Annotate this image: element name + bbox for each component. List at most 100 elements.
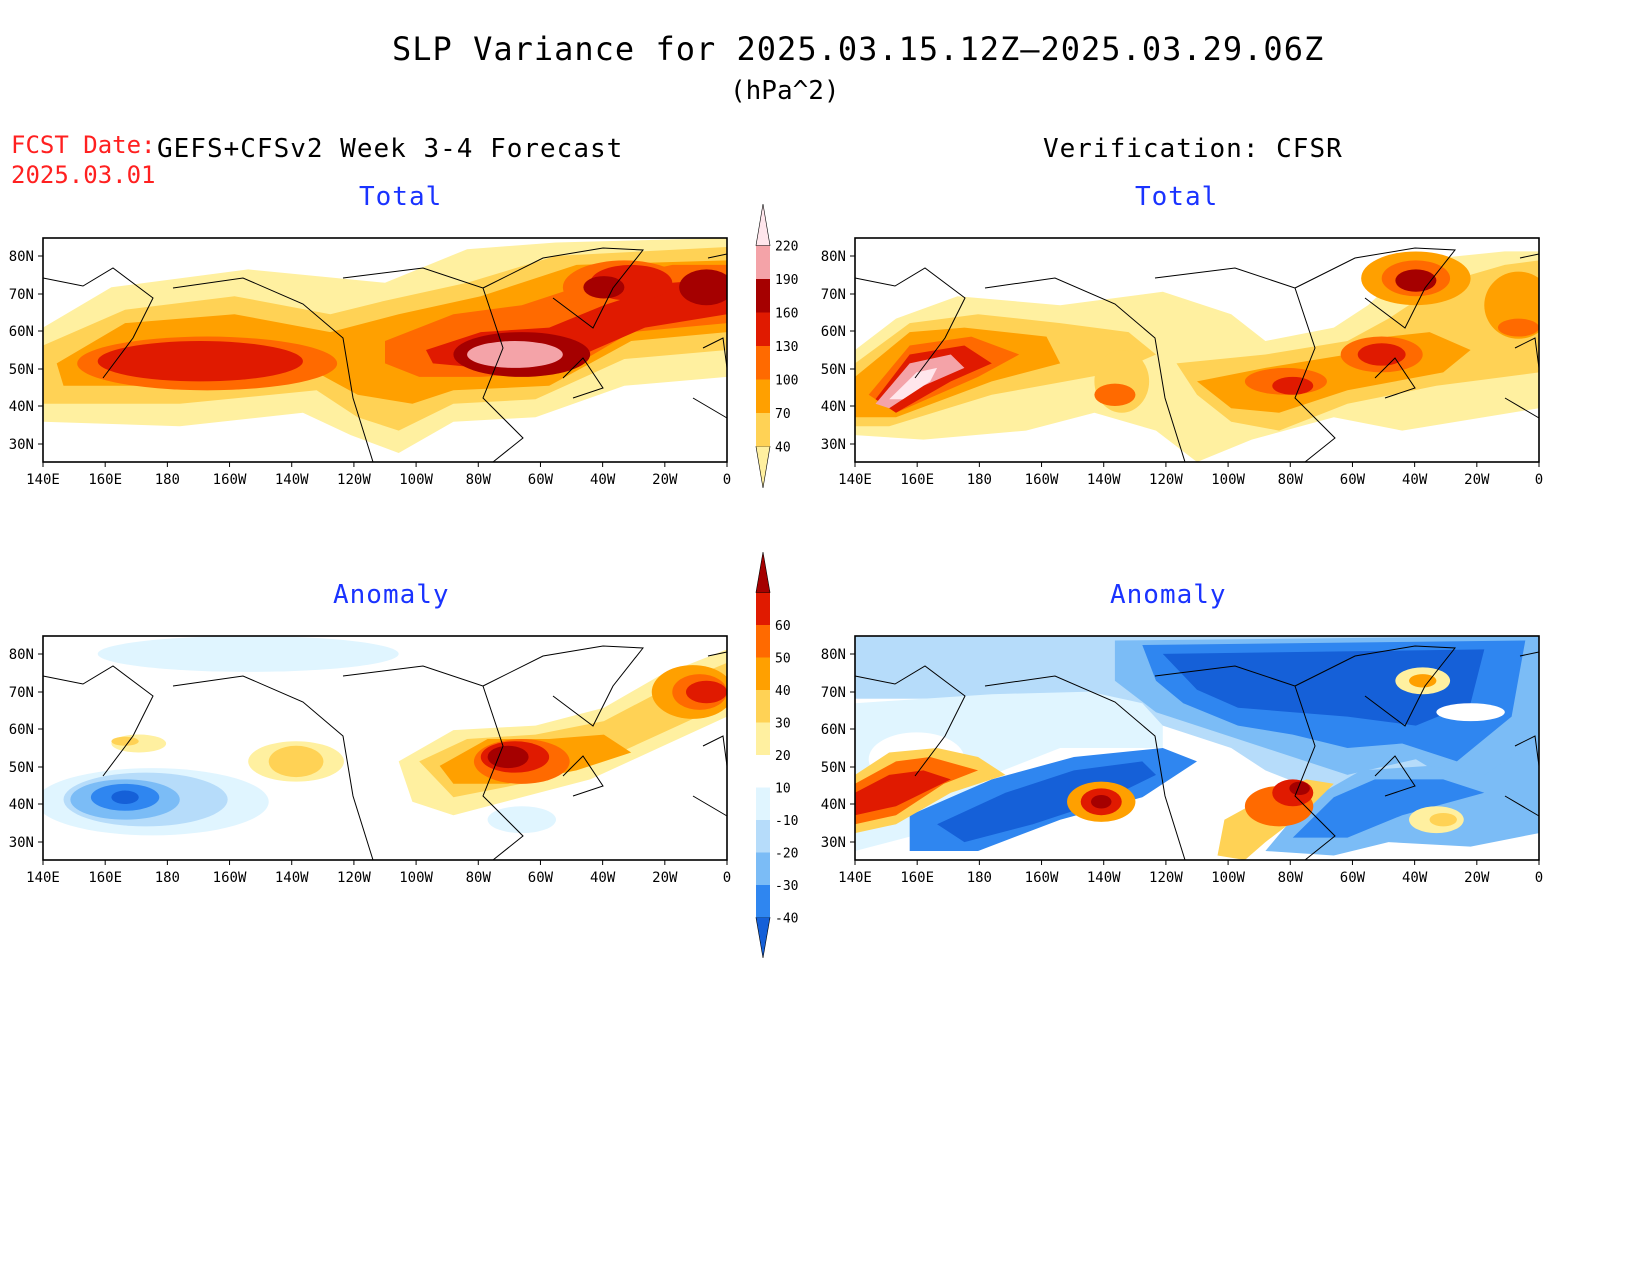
fcst-date-label: FCST Date: xyxy=(11,131,156,159)
forecast-heading: GEFS+CFSv2 Week 3-4 Forecast xyxy=(157,134,624,164)
lon-label: 180 xyxy=(155,472,180,488)
lat-label: 40N xyxy=(9,797,34,813)
lat-label: 40N xyxy=(821,797,846,813)
lon-label: 40W xyxy=(1402,472,1428,488)
lon-label: 100W xyxy=(399,472,433,488)
total-colorbar-label: 100 xyxy=(775,374,798,389)
total-colorbar-label: 40 xyxy=(775,441,791,456)
total-colorbar-swatch xyxy=(756,279,770,313)
lon-label: 140W xyxy=(275,870,309,886)
lon-label: 60W xyxy=(1340,870,1366,886)
lat-label: 60N xyxy=(9,722,34,738)
verification-anomaly-map xyxy=(855,636,1539,860)
lat-label: 80N xyxy=(9,249,34,265)
anomaly-colorbar-label: -40 xyxy=(775,912,798,927)
lat-label: 50N xyxy=(9,362,34,378)
verif-anomaly-label: Anomaly xyxy=(1110,580,1227,610)
anomaly-colorbar-label: 30 xyxy=(775,717,791,732)
lon-label: 120W xyxy=(1149,870,1183,886)
field-contour xyxy=(889,367,938,400)
anomaly-colorbar-swatch xyxy=(756,852,770,885)
total-colorbar-label: 190 xyxy=(775,273,798,288)
map-frame xyxy=(854,635,1540,861)
lat-label: 80N xyxy=(821,249,846,265)
map-frame xyxy=(854,237,1540,463)
total-colorbar-label: 70 xyxy=(775,407,791,422)
verif-total-label: Total xyxy=(1135,182,1219,212)
anomaly-colorbar-swatch xyxy=(756,690,770,723)
anomaly-colorbar-swatch xyxy=(755,917,771,959)
lat-label: 50N xyxy=(9,760,34,776)
field-contour xyxy=(97,636,399,672)
total-colorbar-label: 160 xyxy=(775,307,798,322)
lon-label: 20W xyxy=(652,870,678,886)
lon-label: 80W xyxy=(1278,870,1304,886)
lat-label: 60N xyxy=(821,722,846,738)
total-colorbar-swatch xyxy=(756,245,770,279)
field-contour xyxy=(1409,674,1437,688)
lat-label: 40N xyxy=(821,399,846,415)
anomaly-colorbar-swatch xyxy=(756,592,770,625)
lon-label: 120W xyxy=(337,472,371,488)
field-contour xyxy=(583,276,625,299)
anomaly-colorbar-label: -20 xyxy=(775,847,798,862)
anomaly-colorbar-label: 20 xyxy=(775,749,791,764)
anomaly-colorbar-label: 50 xyxy=(775,652,791,667)
lon-label: 160E xyxy=(88,870,122,886)
field-contour xyxy=(1090,795,1112,809)
lat-label: 50N xyxy=(821,362,846,378)
field-contour xyxy=(1289,781,1310,796)
lon-label: 140W xyxy=(1087,472,1121,488)
lon-label: 100W xyxy=(1211,472,1245,488)
lat-label: 60N xyxy=(9,324,34,340)
lon-label: 160E xyxy=(88,472,122,488)
lon-label: 120W xyxy=(1149,472,1183,488)
lon-label: 20W xyxy=(1464,870,1490,886)
forecast-anomaly-map xyxy=(43,636,727,860)
lon-label: 160W xyxy=(213,472,247,488)
anomaly-colorbar-swatch xyxy=(756,625,770,658)
coastline xyxy=(854,247,1540,463)
anomaly-colorbar-label: -10 xyxy=(775,814,798,829)
anomaly-colorbar-swatch xyxy=(756,755,770,788)
lat-label: 40N xyxy=(9,399,34,415)
anomaly-colorbar-swatch xyxy=(756,885,770,918)
anomaly-colorbar-swatch xyxy=(756,722,770,755)
lat-label: 70N xyxy=(9,287,34,303)
map-frame xyxy=(42,237,728,463)
units-label: (hPa^2) xyxy=(730,76,840,106)
total-colorbar-swatch xyxy=(756,312,770,346)
lat-label: 30N xyxy=(821,835,846,851)
lon-label: 100W xyxy=(399,870,433,886)
lat-label: 80N xyxy=(9,647,34,663)
lon-label: 160W xyxy=(213,870,247,886)
lon-label: 80W xyxy=(466,870,492,886)
lon-label: 0 xyxy=(723,472,731,488)
lon-label: 0 xyxy=(723,870,731,886)
field-contour xyxy=(487,745,529,769)
anomaly-colorbar-swatch xyxy=(756,787,770,820)
total-colorbar-swatch xyxy=(755,446,771,489)
lon-label: 140W xyxy=(1087,870,1121,886)
lon-label: 160W xyxy=(1025,870,1059,886)
field-contour xyxy=(1436,703,1505,722)
field-contour xyxy=(937,761,1156,843)
lon-label: 40W xyxy=(590,472,616,488)
lon-label: 140E xyxy=(26,472,60,488)
lon-label: 80W xyxy=(466,472,492,488)
fcst-total-label: Total xyxy=(359,182,443,212)
anomaly-colorbar-label: 40 xyxy=(775,684,791,699)
lat-label: 80N xyxy=(821,647,846,663)
lon-label: 180 xyxy=(967,870,992,886)
lon-label: 160E xyxy=(900,870,934,886)
lon-label: 120W xyxy=(337,870,371,886)
total-colorbar-swatch xyxy=(756,346,770,380)
lon-label: 60W xyxy=(1340,472,1366,488)
anomaly-colorbar-label: 10 xyxy=(775,782,791,797)
lon-label: 0 xyxy=(1535,870,1543,886)
lon-label: 140E xyxy=(838,870,872,886)
field-contour xyxy=(855,251,1539,462)
field-contour xyxy=(685,680,727,704)
field-contour xyxy=(1357,343,1406,366)
lon-label: 160W xyxy=(1025,472,1059,488)
